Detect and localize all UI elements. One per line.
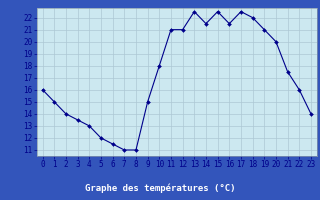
Text: Graphe des températures (°C): Graphe des températures (°C) xyxy=(85,183,235,193)
